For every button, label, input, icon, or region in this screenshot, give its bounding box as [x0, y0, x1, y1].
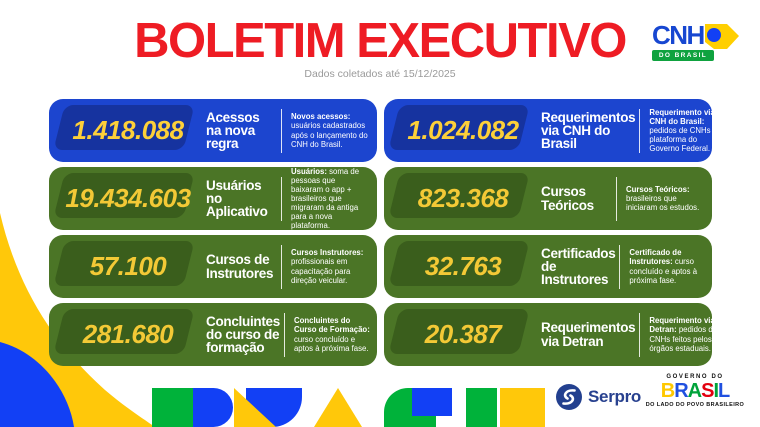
- card-divider: [619, 244, 621, 289]
- watermark-letter-b-green: [152, 388, 193, 427]
- stat-value: 823.368: [417, 183, 509, 213]
- governo-do-brasil-logo: GOVERNO DO BRASIL DO LADO DO POVO BRASIL…: [642, 374, 748, 408]
- cnh-logo-tagline: DO BRASIL: [658, 52, 708, 59]
- stat-description-lead: Cursos Instrutores:: [291, 248, 364, 258]
- stat-card-usuarios-app: 19.434.603 Usuários no Aplicativo Usuári…: [49, 167, 377, 230]
- stat-description-body: brasileiros que iniciaram os estudos.: [626, 193, 700, 213]
- serpro-logo: Serpro: [556, 384, 641, 410]
- stat-description-lead: Requerimento via CNH do Brasil:: [649, 107, 715, 126]
- stat-value: 32.763: [424, 251, 502, 281]
- stat-description-lead: Cursos Teóricos:: [626, 184, 690, 194]
- stat-description-body: curso concluído e aptos à próxima fase.: [629, 257, 698, 285]
- stat-label: Certificados de Instrutores: [541, 245, 616, 288]
- card-divider: [616, 176, 617, 221]
- watermark-letter-l: [500, 388, 545, 427]
- stat-label: Concluintes do curso de formação: [206, 313, 280, 356]
- stat-description-body: soma de pessoas que baixaram o app + bra…: [291, 166, 360, 231]
- stat-label: Usuários no Aplicativo: [206, 177, 268, 220]
- stat-value-wrap: 32.763: [388, 235, 534, 298]
- stat-value-wrap: 20.387: [388, 303, 534, 366]
- card-divider: [639, 312, 641, 357]
- stats-grid: 1.418.088 Acessos na nova regra Novos ac…: [49, 99, 727, 366]
- stat-description: Usuários: soma de pessoas que baixaram o…: [291, 167, 369, 230]
- stat-description-lead: Requerimento via Detran:: [649, 316, 715, 335]
- stat-description-body: pedidos de CNHs feitos pelos órgãos esta…: [649, 325, 717, 353]
- brasil-watermark: [0, 388, 760, 427]
- stat-card-cursos-teoricos: 823.368 Cursos Teóricos Cursos Teóricos:…: [384, 167, 712, 230]
- watermark-letter-s-blue: [412, 388, 452, 416]
- stat-value-wrap: 1.418.088: [53, 99, 199, 162]
- stat-value-wrap: 1.024.082: [388, 99, 534, 162]
- stat-description-body: profissionais em capacitação para direçã…: [291, 257, 351, 285]
- stat-label: Cursos de Instrutores: [206, 252, 274, 281]
- stat-description-body: usuários cadastrados após o lançamento d…: [291, 121, 368, 149]
- stat-value: 1.024.082: [407, 115, 519, 145]
- cnh-logo-green-bar: DO BRASIL: [652, 50, 714, 61]
- stat-label: Requerimentos via CNH do Brasil: [541, 109, 636, 152]
- stat-card-cursos-instrutores: 57.100 Cursos de Instrutores Cursos Inst…: [49, 235, 377, 298]
- stat-label: Acessos na nova regra: [206, 109, 260, 152]
- stat-description-body: curso concluído e aptos à próxima fase.: [293, 334, 369, 353]
- stat-description: Certificado de Instrutores: curso conclu…: [629, 248, 707, 284]
- stat-description-lead: Certificado de Instrutores:: [629, 248, 682, 267]
- stat-value: 281.680: [82, 319, 174, 349]
- cnh-flag-pennant-icon: [704, 24, 739, 49]
- cnh-do-brasil-logo: CNH DO BRASIL: [652, 20, 744, 61]
- header: BOLETIM EXECUTIVO Dados coletados até 15…: [0, 14, 760, 81]
- card-divider: [639, 108, 641, 153]
- stat-card-acessos: 1.418.088 Acessos na nova regra Novos ac…: [49, 99, 377, 162]
- stat-description: Requerimento via CNH do Brasil: pedidos …: [649, 108, 727, 153]
- stat-value-wrap: 19.434.603: [53, 167, 199, 230]
- stat-description: Cursos Teóricos: brasileiros que iniciar…: [626, 185, 704, 212]
- governo-logo-wordmark: BRASIL: [660, 380, 731, 402]
- stat-label: Cursos Teóricos: [541, 184, 594, 213]
- stat-value-wrap: 57.100: [53, 235, 199, 298]
- stat-value: 1.418.088: [72, 115, 184, 145]
- stat-card-concluintes: 281.680 Concluintes do curso de formação…: [49, 303, 377, 366]
- stat-description: Concluintes do Curso de Formação: curso …: [294, 316, 372, 352]
- serpro-logo-text: Serpro: [588, 387, 641, 406]
- watermark-letter-i: [466, 388, 497, 427]
- watermark-letter-b-blue: [193, 388, 233, 427]
- data-collection-date: Dados coletados até 15/12/2025: [304, 68, 456, 81]
- stat-value: 20.387: [424, 319, 502, 349]
- card-divider: [283, 312, 285, 357]
- stat-description: Requerimento via Detran: pedidos de CNHs…: [649, 316, 727, 352]
- page-title: BOLETIM EXECUTIVO: [134, 14, 627, 68]
- stat-label: Requerimentos via Detran: [541, 320, 636, 349]
- card-divider: [281, 244, 282, 289]
- card-divider: [281, 176, 282, 221]
- stat-value-wrap: 281.680: [53, 303, 199, 366]
- stat-card-requerimentos-cnh: 1.024.082 Requerimentos via CNH do Brasi…: [384, 99, 727, 162]
- governo-logo-bottom-text: DO LADO DO POVO BRASILEIRO: [645, 402, 745, 408]
- stat-value-wrap: 823.368: [388, 167, 534, 230]
- stat-description-lead: Usuários:: [291, 166, 327, 176]
- stat-description-body: pedidos de CNHs pela plataforma do Gover…: [649, 125, 728, 154]
- cnh-logo-text: CNH: [652, 20, 705, 50]
- stat-description: Cursos Instrutores: profissionais em cap…: [291, 248, 369, 284]
- stat-description-lead: Novos acessos:: [291, 112, 351, 122]
- stat-description: Novos acessos: usuários cadastrados após…: [291, 112, 369, 148]
- stat-card-certificados-instrutores: 32.763 Certificados de Instrutores Certi…: [384, 235, 712, 298]
- card-divider: [281, 108, 282, 153]
- serpro-circle-icon: [556, 384, 582, 410]
- stat-card-requerimentos-detran: 20.387 Requerimentos via Detran Requerim…: [384, 303, 717, 366]
- stat-value: 57.100: [89, 251, 167, 281]
- stat-description-lead: Concluintes do Curso de Formação:: [293, 316, 370, 335]
- stat-value: 19.434.603: [65, 183, 191, 213]
- watermark-letter-a: [314, 388, 362, 427]
- governo-logo-top-text: GOVERNO DO: [666, 374, 724, 380]
